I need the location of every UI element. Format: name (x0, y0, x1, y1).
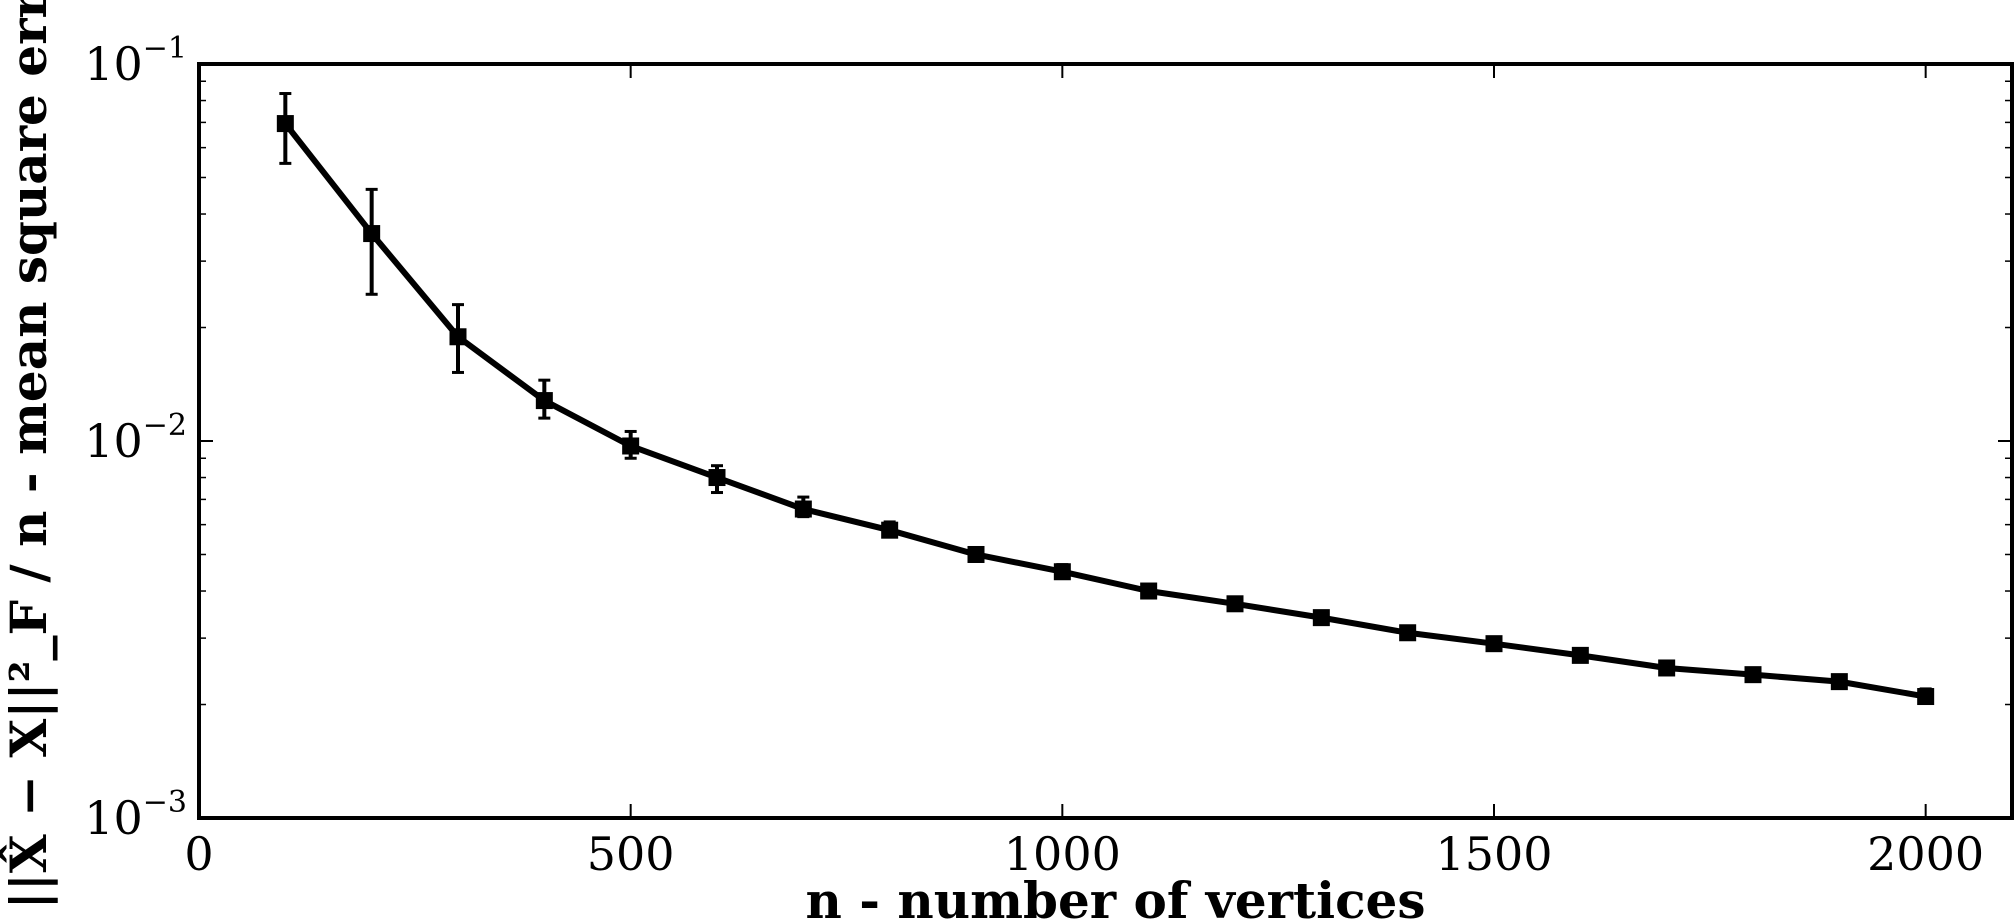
x-tick-label: 2000 (1867, 827, 1984, 881)
x-axis: 0 500 1000 1500 2000 (184, 64, 1984, 881)
y-tick-base: 10 (84, 414, 143, 468)
y-tick-base: 10 (84, 37, 143, 91)
x-tick-label: 1000 (1004, 827, 1121, 881)
x-tick-label: 1500 (1435, 827, 1552, 881)
y-tick-exponent: −1 (143, 31, 187, 66)
data-point (794, 500, 812, 518)
data-point (1830, 673, 1848, 691)
data-point (1053, 563, 1071, 581)
series-line (282, 121, 1927, 700)
x-tick-label: 0 (184, 827, 213, 881)
x-tick-label: 500 (587, 827, 675, 881)
data-point (1744, 666, 1762, 684)
data-point (1917, 688, 1935, 706)
y-tick-label: 10−2 (84, 408, 187, 468)
y-tick-label: 10−3 (84, 785, 187, 845)
y-tick-exponent: −2 (143, 408, 187, 443)
x-axis-label: n - number of vertices (805, 871, 1425, 924)
data-point (1312, 609, 1330, 627)
data-point (881, 521, 899, 539)
y-axis: 10−110−210−3 (84, 31, 2012, 845)
y-tick-exponent: −3 (143, 785, 187, 820)
data-point (449, 328, 467, 346)
data-point (708, 469, 726, 487)
data-point (276, 115, 294, 133)
data-point (1140, 582, 1158, 600)
data-point (967, 545, 985, 563)
data-point (622, 437, 640, 455)
y-axis-label: ||X̂ − X||²_F / n - mean square error (0, 0, 59, 909)
y-tick-label: 10−1 (84, 31, 187, 91)
data-point (1658, 659, 1676, 677)
plot-frame (197, 62, 2014, 820)
y-tick-base: 10 (84, 791, 143, 845)
data-point (535, 392, 553, 410)
data-point (1485, 635, 1503, 653)
data-point (363, 225, 381, 243)
data-point (1226, 595, 1244, 613)
data-point (1399, 624, 1417, 642)
plot-marks (276, 92, 1935, 706)
data-point (1571, 646, 1589, 664)
